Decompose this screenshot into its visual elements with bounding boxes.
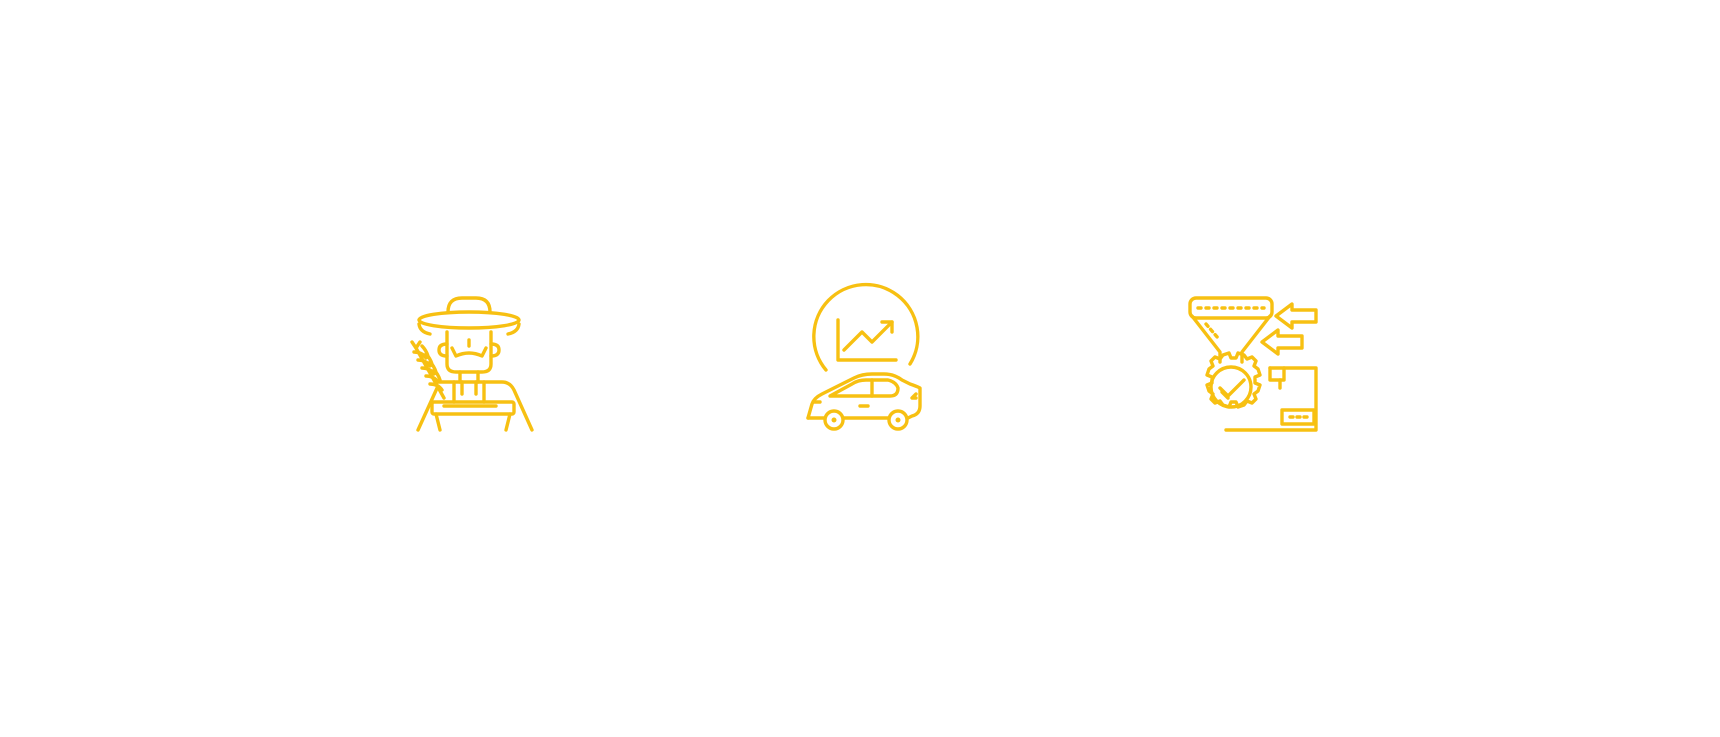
farmer-with-wheat-icon bbox=[398, 290, 558, 450]
car-sales-growth-icon bbox=[788, 282, 948, 450]
farmer-svg bbox=[410, 296, 534, 432]
production-process-icon bbox=[1180, 290, 1340, 450]
car-growth-svg bbox=[806, 282, 922, 431]
process-svg bbox=[1188, 296, 1318, 432]
